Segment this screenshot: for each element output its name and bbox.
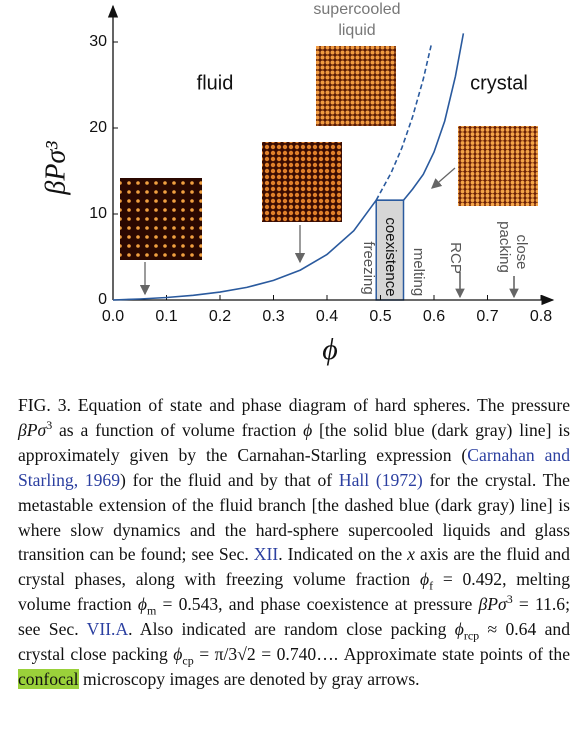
caption-italic: ϕ [454,619,464,640]
phase-label: crystal [470,72,528,94]
caption-text: ) for the fluid and by that of [120,469,339,490]
curve [375,44,433,201]
arrow [431,167,456,189]
caption-mark: confocal [18,668,79,689]
y-tick-label: 10 [89,205,107,222]
x-tick-label: 0.7 [476,308,498,325]
caption-sup: 3 [506,592,513,607]
phase-label: liquid [338,22,375,39]
micrograph [120,178,202,260]
axis-annotation: close [513,234,530,269]
phase-label: supercooled [313,1,400,18]
micrograph [316,46,396,126]
caption-text: for the crystal. The metastable extensio… [18,469,570,565]
caption-sup: 3 [46,418,53,433]
caption-text: FIG. 3. Equation of state and phase diag… [18,395,570,415]
caption-sub: cp [182,653,194,668]
axis-annotation: melting [410,248,427,296]
axis-annotation: packing [496,221,513,273]
caption-italic: ϕ [173,644,183,665]
x-tick-label: 0.3 [262,308,284,325]
caption-text: . Also indicated are random close packin… [128,619,455,640]
caption-text: = 11.6; see Sec. [18,594,570,640]
caption-text: . Indicated on the [278,544,408,565]
phase-label: fluid [197,72,234,94]
caption-text: [the solid blue (dark gray) line] is app… [18,419,570,465]
y-tick-label: 0 [98,291,107,308]
y-tick-label: 30 [89,33,107,50]
caption-italic: ϕ [137,594,147,615]
x-tick-label: 0.6 [423,308,445,325]
caption-italic: ϕ [303,419,313,440]
caption-link[interactable]: Carnahan and Starling, 1969 [18,444,570,490]
caption-text: axis are the fluid and crystal phases, a… [18,544,570,590]
caption-italic: βPσ [478,594,507,615]
caption-sub: f [429,578,434,593]
y-axis-label: βPσ³ [40,141,71,196]
caption-sub: m [146,603,157,618]
caption-link[interactable]: XII [253,544,279,565]
curve [402,33,465,201]
caption-link[interactable]: Hall (1972) [338,469,423,490]
micrograph [458,126,538,206]
caption-text: microscopy images are denoted by gray ar… [78,668,420,689]
coexistence-region [375,199,405,301]
axis-annotation: RCP [447,242,464,274]
caption-sub: rcp [463,628,480,643]
caption-italic: x [407,544,415,565]
caption-text: = 0.543, and phase coexistence at pressu… [156,594,479,615]
x-tick-label: 0.5 [369,308,391,325]
y-tick-label: 20 [89,119,107,136]
caption-text: = 0.492, melting volume fraction [18,569,571,615]
x-tick-label: 0.0 [102,308,124,325]
caption-italic: βPσ [18,419,47,440]
caption-text: as a function of volume fraction [52,419,304,440]
axis-annotation: freezing [360,241,377,294]
x-tick-label: 0.4 [316,308,338,325]
caption-text: = π/3√2 = 0.740…. Approximate state poin… [193,644,571,665]
axis-annotation: coexistence [382,217,399,296]
x-axis-label: ϕ [322,333,338,366]
caption-link[interactable]: VII.A [86,619,129,640]
caption-text: ≈ 0.64 and crystal close packing [18,619,571,665]
caption: FIG. 3. Equation of state and phase diag… [18,393,570,692]
micrograph [262,142,342,222]
curve [112,199,377,301]
figure: 0.0 0.1 0.2 0.3 0.4 0.5 0.6 0.7 0.8 0 10 20 30 ϕ βPσ³ f… [40,1,555,366]
x-tick-label: 0.1 [155,308,177,325]
x-tick-label: 0.2 [209,308,231,325]
caption-italic: ϕ [419,569,430,590]
x-tick-label: 0.8 [530,308,552,325]
